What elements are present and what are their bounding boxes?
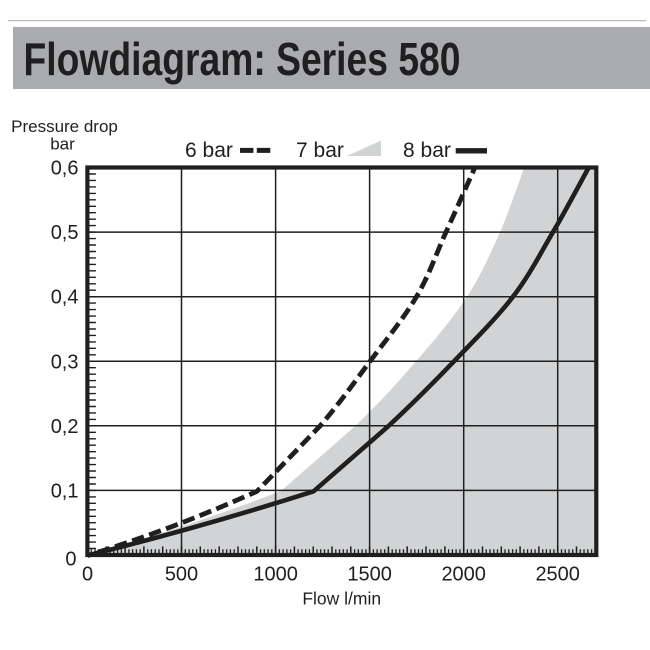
svg-text:0,3: 0,3 <box>51 351 79 373</box>
svg-text:0,6: 0,6 <box>51 158 79 180</box>
svg-text:0,4: 0,4 <box>51 287 79 309</box>
svg-text:2500: 2500 <box>535 564 580 586</box>
svg-text:1500: 1500 <box>347 564 392 586</box>
svg-text:500: 500 <box>165 564 198 586</box>
svg-text:0: 0 <box>82 564 93 586</box>
svg-text:Pressure drop: Pressure drop <box>11 117 118 136</box>
svg-text:1000: 1000 <box>253 564 298 586</box>
svg-text:0,2: 0,2 <box>51 416 79 438</box>
svg-text:0: 0 <box>65 549 76 571</box>
svg-text:0,5: 0,5 <box>51 222 79 244</box>
svg-text:0,1: 0,1 <box>51 480 79 502</box>
svg-text:2000: 2000 <box>441 564 486 586</box>
svg-text:7 bar: 7 bar <box>296 139 344 162</box>
svg-text:8 bar: 8 bar <box>403 139 451 162</box>
svg-text:bar: bar <box>50 135 75 154</box>
svg-text:6 bar: 6 bar <box>185 139 233 162</box>
svg-text:Flow l/min: Flow l/min <box>302 589 381 609</box>
svg-text:Flowdiagram: Series 580: Flowdiagram: Series 580 <box>24 33 461 85</box>
